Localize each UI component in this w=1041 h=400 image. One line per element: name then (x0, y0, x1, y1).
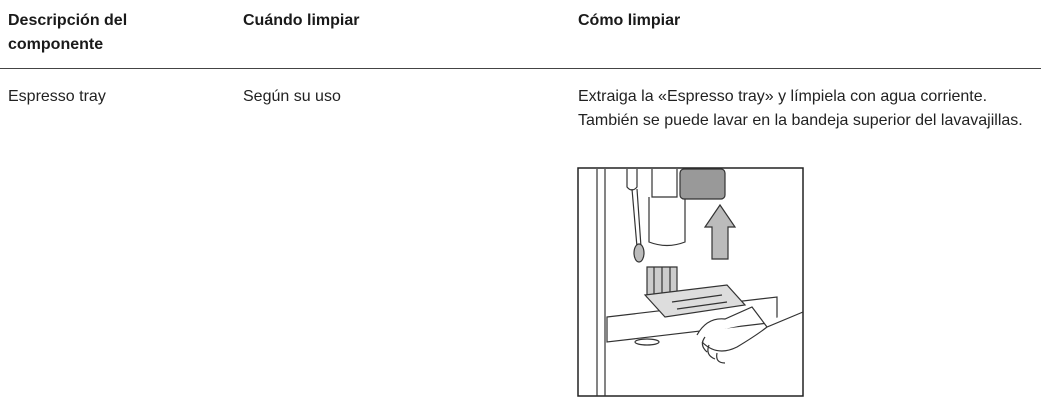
steam-wand (631, 188, 642, 248)
illustration (577, 167, 804, 397)
machine-side (596, 169, 606, 396)
table-cell: Espresso tray (8, 88, 106, 105)
header-cell: Descripción del componente (8, 12, 128, 53)
header-rule (0, 68, 1041, 69)
tray-slots (671, 294, 728, 310)
espresso-tray (643, 284, 747, 318)
slot (634, 338, 660, 346)
table-cell: Según su uso (243, 88, 341, 105)
spout (648, 169, 686, 247)
arrow-up (703, 203, 737, 260)
fingers (701, 336, 726, 364)
header-cell: Cómo limpiar (578, 12, 681, 29)
display (679, 168, 726, 200)
wand-tip (633, 243, 645, 263)
illustration-frame (577, 167, 804, 397)
table-cell: Extraiga la «Espresso tray» y límpiela c… (578, 88, 1023, 129)
header-cell: Cuándo limpiar (243, 12, 360, 29)
steam-top (626, 169, 638, 191)
hand (696, 306, 804, 352)
